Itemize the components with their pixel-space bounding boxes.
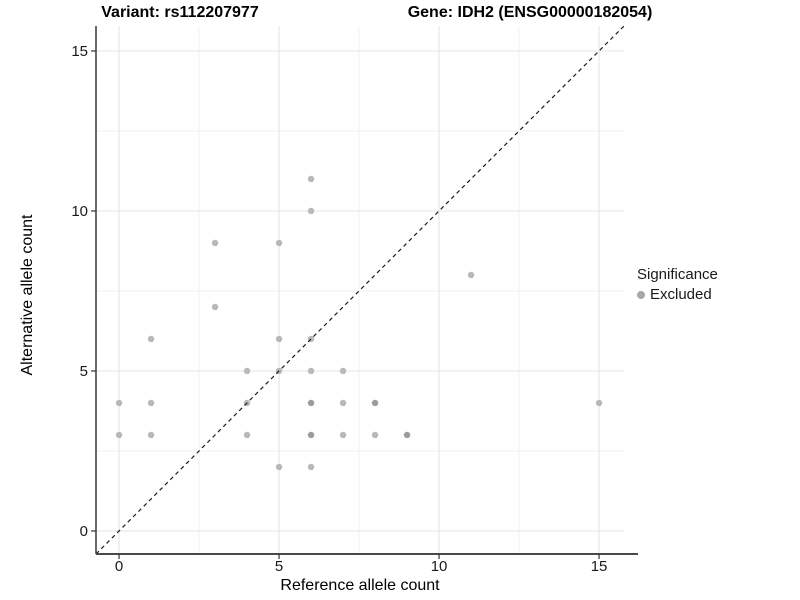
data-point bbox=[307, 207, 315, 215]
data-point bbox=[339, 431, 347, 439]
y-tick-label: 5 bbox=[80, 363, 88, 380]
legend: Significance Excluded bbox=[637, 266, 718, 303]
y-tick-label: 15 bbox=[71, 43, 88, 60]
x-tick-label: 15 bbox=[591, 558, 608, 575]
data-point bbox=[595, 399, 603, 407]
data-point bbox=[307, 399, 315, 407]
data-point bbox=[275, 463, 283, 471]
x-tick-label: 5 bbox=[275, 558, 283, 575]
data-point bbox=[307, 175, 315, 183]
legend-item-excluded: Excluded bbox=[637, 286, 718, 303]
identity-line bbox=[95, 25, 625, 555]
x-axis-label: Reference allele count bbox=[280, 577, 440, 594]
data-point bbox=[371, 399, 379, 407]
data-point bbox=[243, 431, 251, 439]
y-tick-label: 0 bbox=[80, 523, 88, 540]
data-point bbox=[115, 399, 123, 407]
data-point bbox=[403, 431, 411, 439]
x-tick-label: 0 bbox=[115, 558, 123, 575]
data-point bbox=[275, 335, 283, 343]
legend-title: Significance bbox=[637, 266, 718, 283]
legend-item-label: Excluded bbox=[650, 286, 712, 303]
data-point bbox=[275, 239, 283, 247]
y-tick-label: 10 bbox=[71, 203, 88, 220]
data-point bbox=[147, 399, 155, 407]
data-point bbox=[243, 367, 251, 375]
data-point bbox=[307, 431, 315, 439]
data-point bbox=[307, 367, 315, 375]
y-axis-label: Alternative allele count bbox=[19, 214, 36, 376]
data-point bbox=[211, 303, 219, 311]
data-point bbox=[307, 463, 315, 471]
data-point bbox=[115, 431, 123, 439]
data-point bbox=[371, 431, 379, 439]
legend-point-icon bbox=[637, 290, 645, 299]
data-point bbox=[339, 367, 347, 375]
data-point bbox=[467, 271, 475, 279]
plot-title-gene: Gene: IDH2 (ENSG00000182054) bbox=[407, 4, 653, 21]
plot-title-variant: Variant: rs112207977 bbox=[101, 4, 259, 21]
data-point bbox=[211, 239, 219, 247]
data-point bbox=[147, 431, 155, 439]
data-point bbox=[339, 399, 347, 407]
data-point bbox=[147, 335, 155, 343]
x-tick-label: 10 bbox=[431, 558, 448, 575]
